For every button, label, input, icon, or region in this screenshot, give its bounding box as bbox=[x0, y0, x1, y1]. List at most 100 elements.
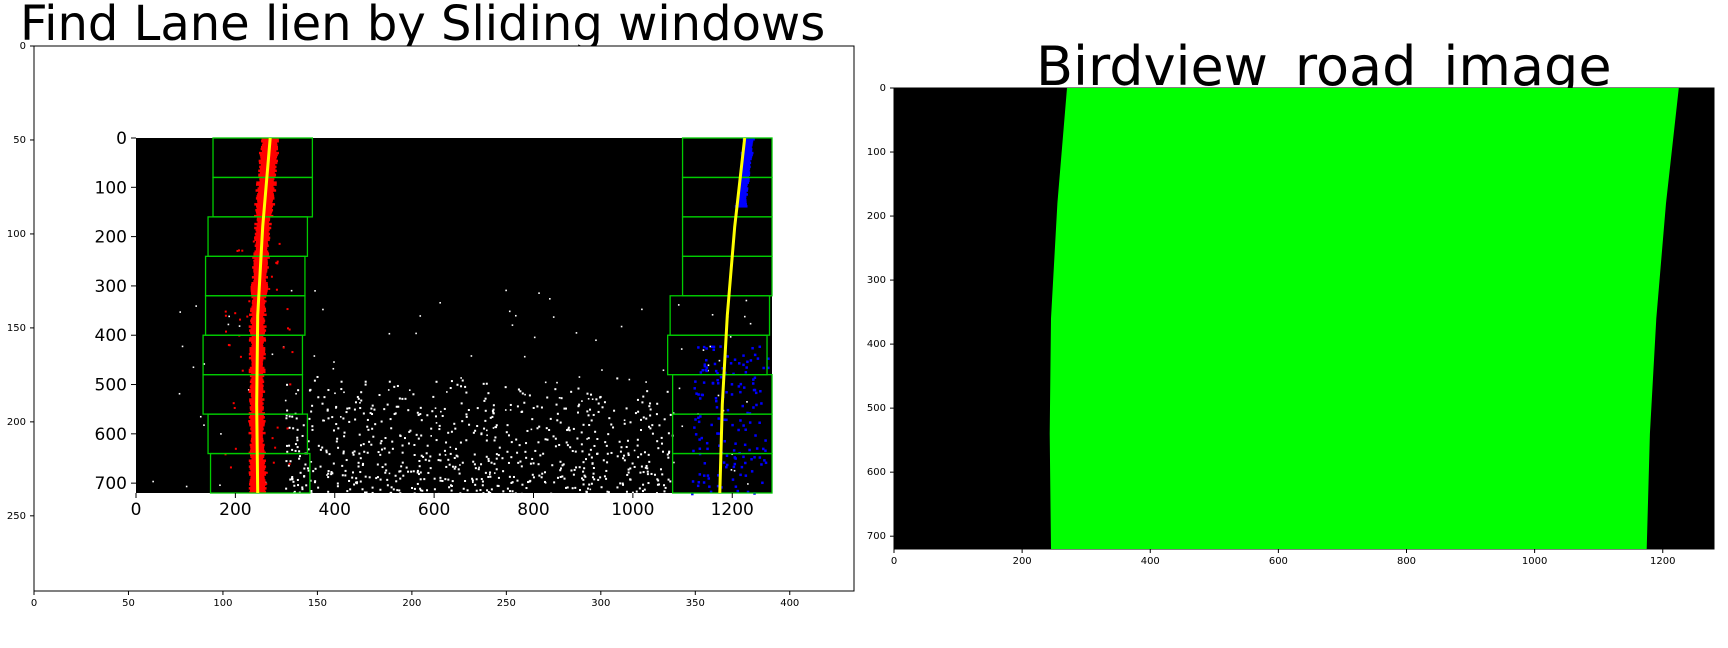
right-lane-pixel bbox=[739, 390, 742, 394]
noise-pixel bbox=[672, 412, 675, 415]
noise-pixel bbox=[407, 442, 410, 445]
noise-pixel bbox=[554, 445, 557, 448]
noise-pixel bbox=[491, 415, 494, 418]
noise-pixel bbox=[337, 446, 340, 449]
right-lane-pixel bbox=[698, 397, 702, 400]
noise-pixel bbox=[317, 444, 320, 447]
noise-pixel bbox=[581, 400, 583, 402]
noise-pixel bbox=[610, 451, 613, 454]
noise-pixel bbox=[601, 369, 603, 371]
noise-pixel bbox=[509, 409, 512, 411]
noise-pixel bbox=[487, 475, 490, 478]
noise-pixel bbox=[592, 413, 595, 416]
noise-pixel bbox=[287, 464, 290, 467]
noise-pixel bbox=[629, 467, 632, 470]
noise-pixel bbox=[619, 482, 622, 485]
right-lane-pixel-band bbox=[740, 169, 750, 173]
right-lane-pixel bbox=[705, 358, 708, 362]
left-x-tick-label: 400 bbox=[780, 598, 799, 609]
right-lane-pixel bbox=[695, 392, 698, 395]
noise-pixel bbox=[339, 416, 342, 418]
right-lane-pixel-band bbox=[739, 175, 749, 178]
noise-pixel bbox=[514, 314, 517, 317]
noise-pixel bbox=[355, 482, 358, 485]
noise-pixel bbox=[623, 422, 626, 425]
noise-pixel bbox=[506, 424, 509, 427]
noise-pixel bbox=[416, 411, 419, 414]
left-lane-pixel bbox=[246, 315, 249, 318]
noise-pixel bbox=[702, 349, 705, 351]
noise-pixel bbox=[590, 456, 593, 459]
right-lane-pixel bbox=[715, 399, 718, 403]
noise-pixel bbox=[669, 480, 672, 483]
right-lane-pixel bbox=[716, 378, 719, 382]
noise-pixel bbox=[529, 479, 532, 482]
noise-pixel bbox=[566, 444, 569, 447]
noise-pixel bbox=[311, 425, 314, 428]
noise-pixel bbox=[591, 462, 594, 465]
right-y-tick-label: 200 bbox=[867, 211, 886, 222]
noise-pixel bbox=[578, 466, 581, 469]
noise-pixel bbox=[532, 462, 535, 465]
noise-pixel bbox=[238, 325, 241, 327]
noise-pixel bbox=[291, 478, 294, 481]
right-lane-pixel-band bbox=[740, 165, 751, 169]
noise-pixel bbox=[399, 434, 402, 437]
right-x-tick-label: 1000 bbox=[1522, 556, 1547, 567]
noise-pixel bbox=[359, 401, 361, 404]
noise-pixel bbox=[457, 468, 460, 471]
noise-pixel bbox=[453, 422, 456, 425]
right-lane-pixel-band bbox=[741, 157, 752, 161]
noise-pixel bbox=[353, 483, 356, 486]
noise-pixel bbox=[626, 439, 629, 442]
noise-pixel bbox=[717, 394, 720, 397]
noise-pixel bbox=[368, 476, 371, 479]
noise-pixel bbox=[411, 486, 414, 489]
noise-pixel bbox=[295, 392, 297, 395]
right-lane-pixel-band bbox=[741, 163, 751, 167]
right-lane-pixel bbox=[706, 447, 709, 451]
noise-pixel bbox=[388, 472, 391, 475]
noise-pixel bbox=[294, 449, 297, 452]
noise-pixel bbox=[482, 382, 485, 385]
noise-pixel bbox=[487, 460, 490, 463]
noise-pixel bbox=[298, 450, 301, 453]
right-lane-pixel bbox=[738, 362, 741, 365]
right-lane-pixel bbox=[734, 457, 737, 460]
right-lane-pixel bbox=[715, 406, 719, 409]
noise-pixel bbox=[640, 453, 643, 456]
noise-pixel bbox=[492, 408, 495, 411]
noise-pixel bbox=[219, 484, 221, 487]
noise-pixel bbox=[533, 336, 536, 339]
right-lane-pixel bbox=[762, 366, 765, 370]
noise-pixel bbox=[374, 423, 377, 426]
noise-pixel bbox=[502, 490, 505, 493]
right-lane-pixel-band bbox=[740, 167, 751, 171]
noise-pixel bbox=[556, 419, 559, 422]
noise-pixel bbox=[179, 311, 182, 313]
noise-pixel bbox=[582, 461, 585, 464]
right-lane-pixel bbox=[748, 448, 751, 452]
noise-pixel bbox=[296, 446, 299, 449]
right-x-tick-label: 0 bbox=[891, 556, 897, 567]
noise-pixel bbox=[587, 437, 590, 440]
left-lane-pixel bbox=[276, 262, 279, 265]
noise-pixel bbox=[549, 417, 552, 420]
noise-pixel bbox=[554, 388, 557, 391]
noise-pixel bbox=[627, 454, 630, 457]
right-lane-pixel bbox=[751, 346, 754, 350]
left-lane-pixel bbox=[241, 249, 244, 252]
noise-pixel bbox=[549, 298, 551, 300]
left-lane-pixel bbox=[253, 360, 256, 363]
right-lane-pixel bbox=[754, 391, 758, 395]
left-lane-pixel bbox=[274, 446, 277, 449]
right-lane-pixel-band bbox=[743, 139, 754, 143]
left-lane-pixel bbox=[289, 383, 292, 386]
noise-pixel bbox=[288, 415, 291, 418]
right-lane-pixel-band bbox=[737, 199, 747, 202]
noise-pixel bbox=[497, 454, 500, 457]
noise-pixel bbox=[558, 396, 561, 399]
noise-pixel bbox=[449, 387, 452, 390]
right-lane-pixel bbox=[748, 412, 752, 415]
noise-pixel bbox=[345, 411, 348, 414]
